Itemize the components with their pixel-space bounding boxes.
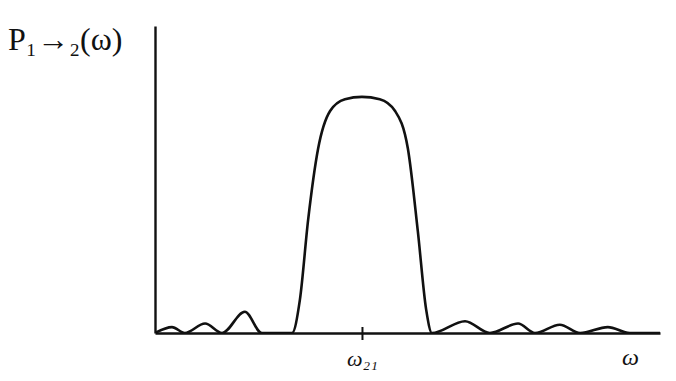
y-axis-title: P₁→₂(ω) <box>8 21 122 57</box>
chart: ω₂₁ P₁→₂(ω) ω <box>0 0 676 381</box>
y-axis <box>155 27 156 334</box>
x-axis-title: ω <box>622 344 639 370</box>
x-tick-mark <box>361 327 363 340</box>
curve <box>155 97 660 333</box>
plot-area <box>155 97 660 333</box>
x-axis-line <box>156 332 661 334</box>
x-axis: ω₂₁ <box>156 327 661 371</box>
y-axis-line <box>154 27 156 334</box>
x-tick: ω₂₁ <box>347 327 378 371</box>
x-tick-label: ω₂₁ <box>347 346 378 371</box>
